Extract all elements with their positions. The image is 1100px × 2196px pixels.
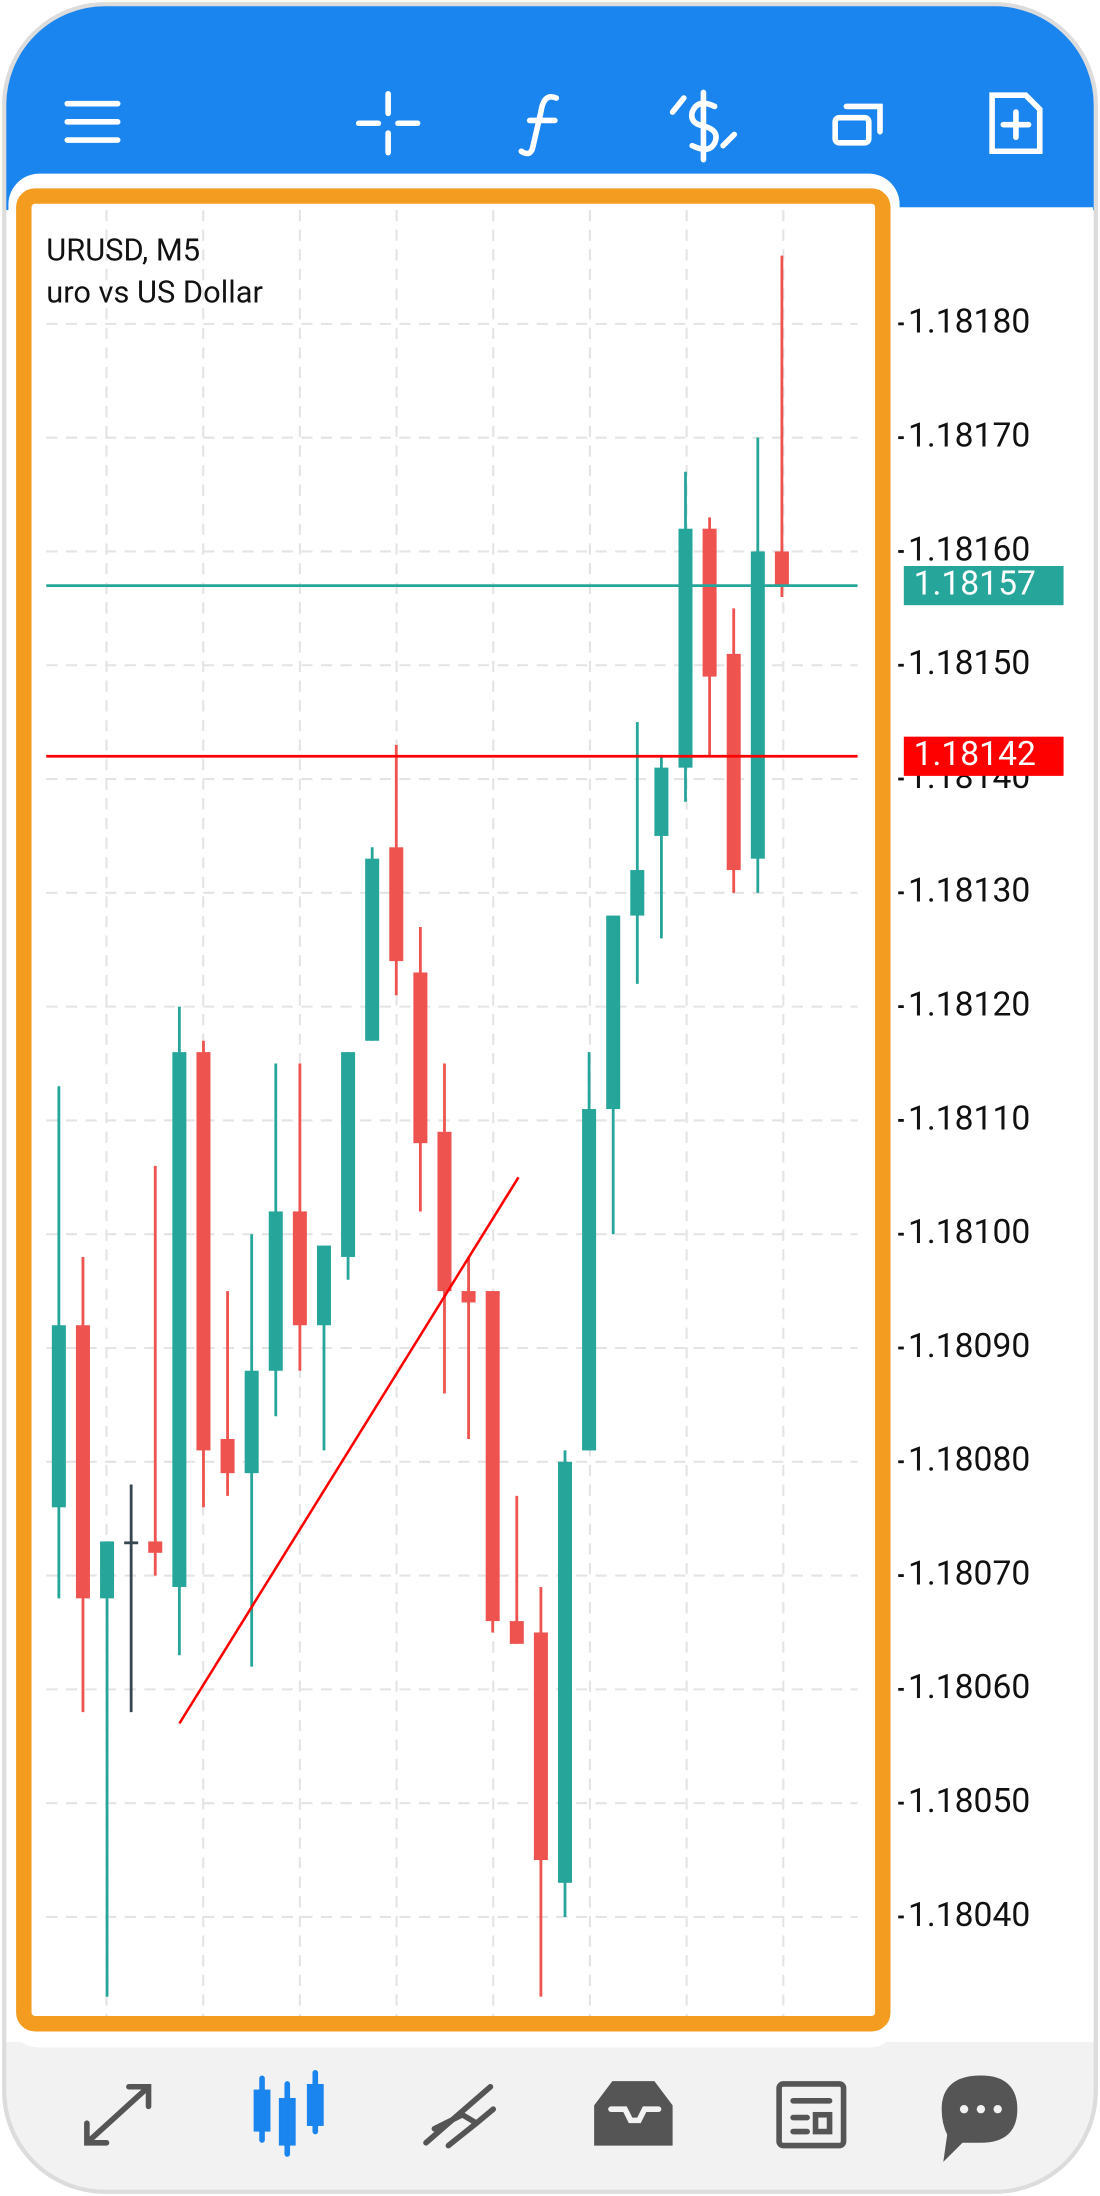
new-order-button[interactable] xyxy=(989,92,1043,155)
candle-body xyxy=(316,1245,331,1326)
candle-body xyxy=(292,1211,307,1326)
candle-body xyxy=(485,1291,500,1622)
price-tag xyxy=(903,736,1064,776)
chart: 1.181801.181701.181601.181501.181401.181… xyxy=(46,210,1064,2017)
history-tab[interactable] xyxy=(594,2081,673,2146)
quotes-tab[interactable] xyxy=(84,2083,152,2146)
candle-body xyxy=(774,551,789,586)
y-tick-label: 1.18180 xyxy=(908,303,1030,342)
y-tick-label: 1.18050 xyxy=(908,1782,1030,1821)
chart-tab[interactable] xyxy=(253,2069,324,2157)
candle-body xyxy=(75,1325,90,1599)
y-tick-label: 1.18150 xyxy=(908,644,1030,683)
trade-button[interactable] xyxy=(669,89,738,163)
crosshair-button[interactable] xyxy=(355,91,421,156)
menu-button[interactable] xyxy=(64,100,121,143)
chart-panel xyxy=(8,173,900,2048)
chart-title: URUSD, M5 xyxy=(46,232,200,269)
price-tag xyxy=(903,565,1064,606)
price-tag-label: 1.18157 xyxy=(914,564,1036,603)
news-tab[interactable] xyxy=(776,2081,847,2149)
candle-body xyxy=(220,1439,235,1474)
candle-body xyxy=(678,528,693,768)
candle-body xyxy=(51,1325,66,1508)
highlight-frame xyxy=(16,188,891,2032)
candle-body xyxy=(268,1211,283,1371)
plot-area xyxy=(46,210,858,2017)
y-tick-label: 1.18080 xyxy=(908,1441,1030,1480)
y-tick-label: 1.18060 xyxy=(908,1668,1030,1707)
y-tick-label: 1.18130 xyxy=(908,872,1030,911)
candle-body xyxy=(702,528,717,677)
y-tick-label: 1.18040 xyxy=(908,1896,1030,1935)
candle-body xyxy=(244,1370,259,1474)
candle-body xyxy=(582,1109,597,1451)
candle-body xyxy=(726,653,741,871)
candle-body xyxy=(100,1541,115,1599)
candle-body xyxy=(124,1541,139,1545)
y-tick-label: 1.18070 xyxy=(908,1554,1030,1593)
candle-body xyxy=(750,551,765,859)
bottom-nav xyxy=(4,2041,1096,2192)
y-tick-label: 1.18110 xyxy=(908,1099,1030,1138)
y-tick-label: 1.18120 xyxy=(908,985,1030,1024)
candle-body xyxy=(413,972,428,1144)
y-tick-label: 1.18100 xyxy=(908,1213,1030,1252)
candle-body xyxy=(437,1131,452,1292)
trade-tab[interactable] xyxy=(423,2083,497,2149)
price-tag-label: 1.18142 xyxy=(914,735,1036,774)
candle-body xyxy=(533,1632,548,1861)
candle-body xyxy=(172,1052,187,1587)
trendline xyxy=(178,1176,520,1725)
candle-body xyxy=(654,767,669,836)
candle-body xyxy=(148,1541,163,1553)
candle-body xyxy=(389,847,404,962)
candle-body xyxy=(557,1461,572,1883)
windows-button[interactable] xyxy=(832,103,883,146)
candle-body xyxy=(461,1291,476,1303)
candle-body xyxy=(196,1052,211,1451)
y-tick-label: 1.18170 xyxy=(908,417,1030,456)
chart-subtitle: uro vs US Dollar xyxy=(46,274,263,311)
price-scale-panel xyxy=(896,207,1093,2042)
indicators-button[interactable] xyxy=(518,94,560,157)
candle-body xyxy=(341,1052,356,1257)
candle-body xyxy=(630,870,645,916)
candle-body xyxy=(509,1621,524,1644)
candle-body xyxy=(606,915,621,1110)
candle-body xyxy=(365,858,380,1041)
y-tick-label: 1.18090 xyxy=(908,1327,1030,1366)
chat-tab[interactable] xyxy=(941,2075,1018,2162)
y-tick-label: 1.18160 xyxy=(908,530,1030,569)
